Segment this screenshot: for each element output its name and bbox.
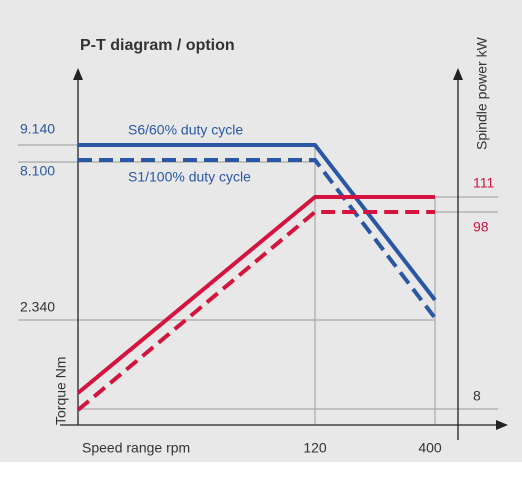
title: P-T diagram / option: [80, 37, 235, 54]
bottom-label: 400: [418, 440, 442, 456]
legend-label: S1/100% duty cycle: [128, 169, 251, 185]
x-axis-label: Speed range rpm: [82, 440, 190, 456]
left-label: 9.140: [20, 121, 55, 137]
bottom-label: 120: [303, 440, 327, 456]
legend-label: S6/60% duty cycle: [128, 122, 243, 138]
axes: [60, 68, 508, 440]
left-label: 2.340: [20, 299, 55, 315]
y2-axis-label: Spindle power kW: [474, 36, 490, 150]
right-label: 111: [473, 175, 494, 191]
left-label: 8.100: [20, 163, 55, 179]
y-axis-label: Torque Nm: [53, 357, 69, 425]
right-label: 8: [473, 388, 481, 404]
right-label: 98: [473, 219, 489, 235]
curves: [76, 143, 437, 412]
